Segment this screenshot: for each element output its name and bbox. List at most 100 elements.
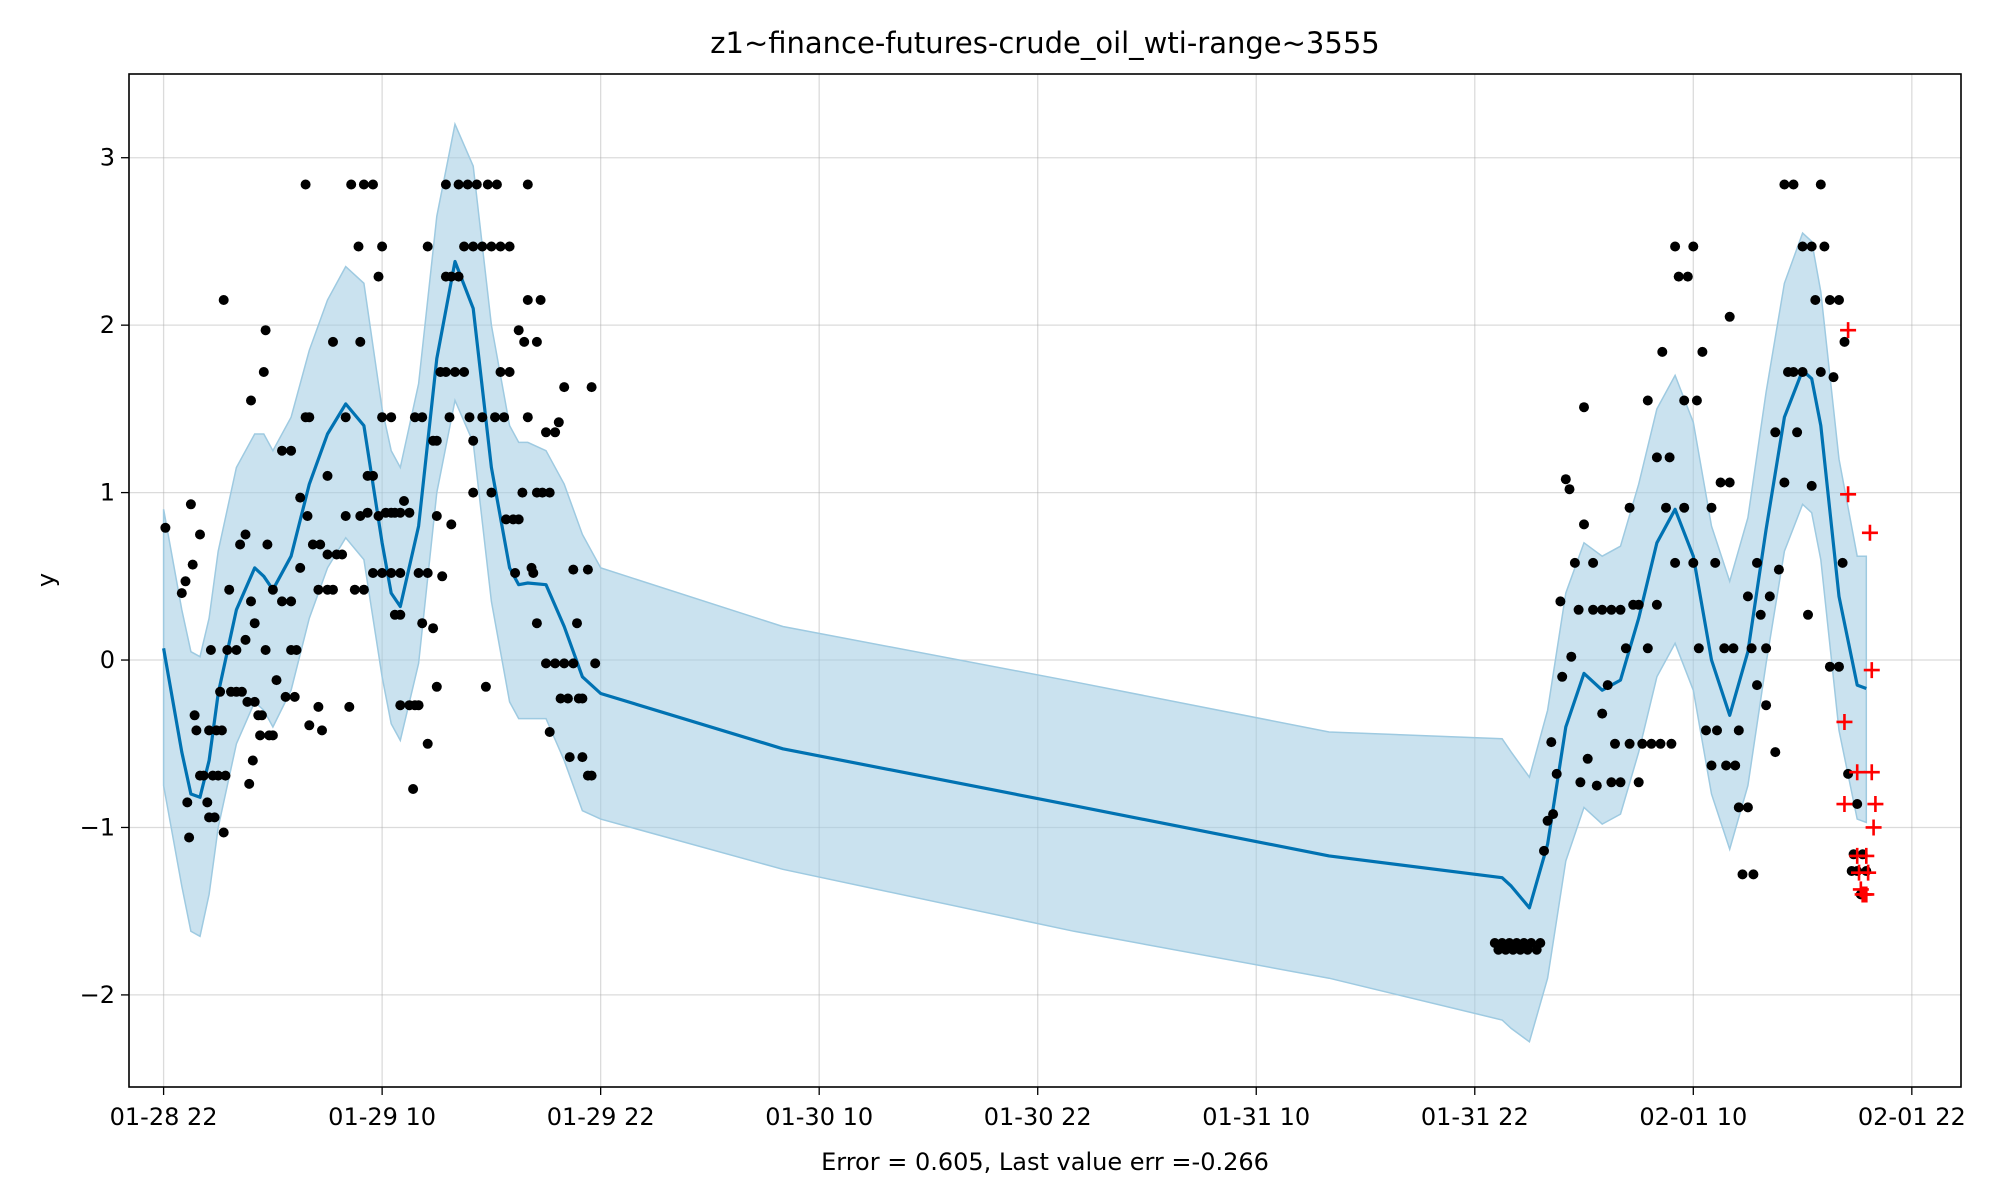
observed-point [437,571,448,582]
observed-point [504,367,515,377]
observed-point [1712,725,1722,736]
observed-point [1742,591,1753,602]
observed-point [577,752,588,763]
observed-point [286,445,297,456]
observed-point [1588,557,1599,568]
observed-point [464,412,475,423]
observed-point [450,367,460,377]
observed-point [160,522,171,533]
observed-point [590,658,601,669]
observed-point [408,784,419,794]
observed-point [1546,737,1557,748]
observed-point [1693,643,1704,654]
observed-point [202,797,213,808]
observed-point [246,395,256,406]
observed-point [280,691,291,702]
observed-point [531,618,542,629]
chart-title: z1~finance-futures-crude_oil_wti-range~3… [710,26,1379,60]
observed-point [559,382,570,393]
observed-point [404,507,415,518]
observed-point [322,470,333,481]
observed-point [499,412,510,423]
holdout-point [1840,322,1857,339]
observed-point [1564,484,1575,495]
observed-point [535,295,546,305]
observed-point [480,681,491,692]
observed-point [362,507,373,518]
observed-point [377,241,388,252]
observed-point [204,725,215,736]
observed-point [1557,671,1568,682]
observed-point [1610,738,1620,749]
observed-point [328,584,338,595]
observed-point [1834,661,1844,672]
observed-point [1815,367,1826,377]
observed-point [1770,747,1781,758]
observed-point [459,367,470,377]
holdout-point [1836,713,1853,730]
observed-point [1706,760,1717,771]
observed-point [236,686,247,697]
observed-point [422,241,433,252]
observed-point [289,691,300,702]
observed-point [307,539,318,550]
axis-ticks: 01-28 22 01-29 10 01-29 22 01-30 10 01-30 22… [80,144,1966,1131]
observed-point [247,755,258,766]
observed-point [1815,179,1826,190]
holdout-point [1858,886,1875,903]
observed-point [568,658,579,669]
observed-point [368,470,378,481]
observed-point [1770,427,1781,438]
observed-point [1579,402,1589,413]
observed-point [286,596,297,607]
observed-point [468,487,479,498]
observed-point [291,645,302,655]
observed-point [1839,336,1850,347]
observed-point [1797,367,1808,377]
y-tick-label: −2 [80,981,115,1009]
observed-point [468,435,479,446]
observed-point [277,445,287,456]
observed-point [517,487,528,498]
observed-point [1806,480,1817,491]
y-tick-label: 2 [100,311,115,339]
observed-point [399,496,409,506]
observed-point [1748,869,1759,880]
observed-point [368,179,378,190]
observed-point [1682,271,1693,282]
x-tick-label: 01-31 22 [1421,1103,1529,1131]
observed-point [1819,241,1830,252]
x-tick-label: 01-29 22 [547,1103,655,1131]
observed-point [209,812,220,823]
observed-point [304,720,315,731]
observed-point [260,325,271,336]
observed-point [453,271,464,282]
observed-point [328,336,338,347]
observed-point [1764,591,1775,602]
observed-point [267,584,278,595]
observed-point [1688,557,1699,568]
observed-point [242,696,253,707]
forecast-line [162,259,1867,910]
observed-point [395,609,406,620]
observed-point [1555,596,1566,607]
observed-point [1548,809,1559,820]
observed-point [522,179,533,190]
observed-point [218,827,229,838]
observed-point [1624,738,1635,749]
observed-point [417,412,428,423]
observed-point [205,645,216,655]
x-tick-label: 01-31 10 [1202,1103,1310,1131]
observed-point [422,738,433,749]
observed-point [1615,604,1626,615]
x-tick-label: 01-28 22 [110,1103,218,1131]
observed-point [240,529,251,540]
observed-point [1664,452,1675,463]
observed-point [1742,802,1753,813]
observed-point [189,710,200,721]
observed-point [368,568,378,578]
holdout-point [1865,819,1882,836]
observed-point [1788,367,1799,377]
observed-point [477,412,488,423]
observed-point [244,778,255,789]
